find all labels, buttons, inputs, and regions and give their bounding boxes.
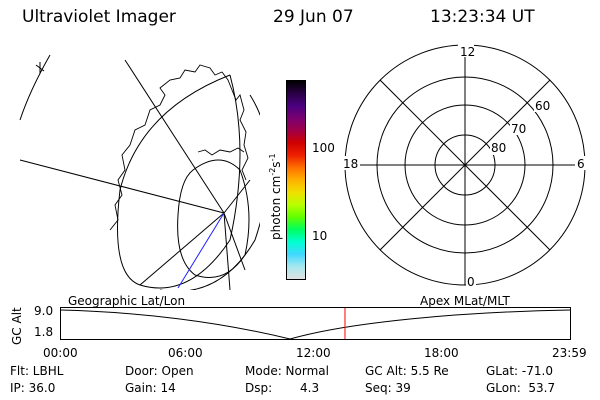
lat-label-80: 80 — [491, 141, 506, 155]
meridian-line — [139, 212, 225, 286]
colorbar-tick-100: 100 — [312, 141, 335, 155]
earth-limb-arc — [19, 54, 51, 121]
date-label: 29 Jun 07 — [273, 7, 354, 27]
lat-label-60: 60 — [535, 99, 550, 113]
marker-icon — [35, 62, 45, 74]
colorbar-tick-10: 10 — [312, 229, 328, 243]
latitude-circle-mid — [160, 94, 260, 290]
mlt-label-18: 18 — [343, 157, 358, 171]
colorbar-units-label: photon cm-2s-1 — [268, 153, 283, 240]
timeline-frame — [60, 307, 571, 340]
mlt-label-6: 6 — [577, 157, 585, 171]
meridian-line — [223, 179, 251, 214]
ip-info: IP: 36.0 — [10, 381, 56, 395]
glon-info: GLon: 53.7 — [486, 381, 556, 395]
latitude-circle-inner — [177, 159, 250, 278]
dsp-value: 4.3 — [300, 381, 320, 395]
geographic-map — [19, 54, 260, 290]
dsp-label: Dsp: — [245, 381, 273, 395]
meridian-line — [223, 212, 246, 271]
meridian-line — [223, 212, 231, 290]
mode-info: Mode: Normal — [245, 364, 329, 378]
color-scale-bar — [286, 80, 306, 280]
gc-alt-info: GC Alt: 5.5 Re — [365, 364, 449, 378]
y-axis-bottom-label: 1.8 — [34, 325, 54, 339]
latitude-circle-outer — [117, 74, 241, 289]
instrument-title: Ultraviolet Imager — [22, 7, 176, 27]
glat-info: GLat: -71.0 — [486, 364, 553, 378]
altitude-curve — [60, 309, 571, 340]
x-tick-1800: 18:00 — [424, 346, 459, 360]
gain-info: Gain: 14 — [125, 381, 176, 395]
seq-info: Seq: 39 — [365, 381, 411, 395]
coastline — [197, 147, 245, 156]
geographic-label: Geographic Lat/Lon — [68, 294, 186, 308]
x-tick-2359: 23:59 — [552, 346, 587, 360]
gc-alt-axis-label: GC Alt — [10, 307, 24, 345]
x-tick-1200: 12:00 — [296, 346, 331, 360]
x-tick-0600: 06:00 — [168, 346, 203, 360]
apex-label: Apex MLat/MLT — [420, 294, 510, 308]
magnetic-polar-grid: 12 18 6 0 60 70 80 — [340, 44, 587, 289]
filter-info: Flt: LBHL — [10, 364, 64, 378]
coastline — [109, 64, 249, 231]
altitude-timeline — [60, 307, 571, 340]
mlt-label-12: 12 — [460, 45, 475, 59]
lat-label-70: 70 — [511, 122, 526, 136]
mlt-label-0: 0 — [467, 275, 475, 289]
satellite-track — [177, 212, 225, 289]
x-tick-0000: 00:00 — [43, 346, 78, 360]
polar-diagonal — [379, 79, 551, 251]
meridian-line — [19, 159, 225, 214]
y-axis-top-label: 9.0 — [34, 304, 54, 318]
time-label: 13:23:34 UT — [430, 7, 535, 27]
door-info: Door: Open — [125, 364, 194, 378]
meridian-line — [124, 59, 225, 214]
